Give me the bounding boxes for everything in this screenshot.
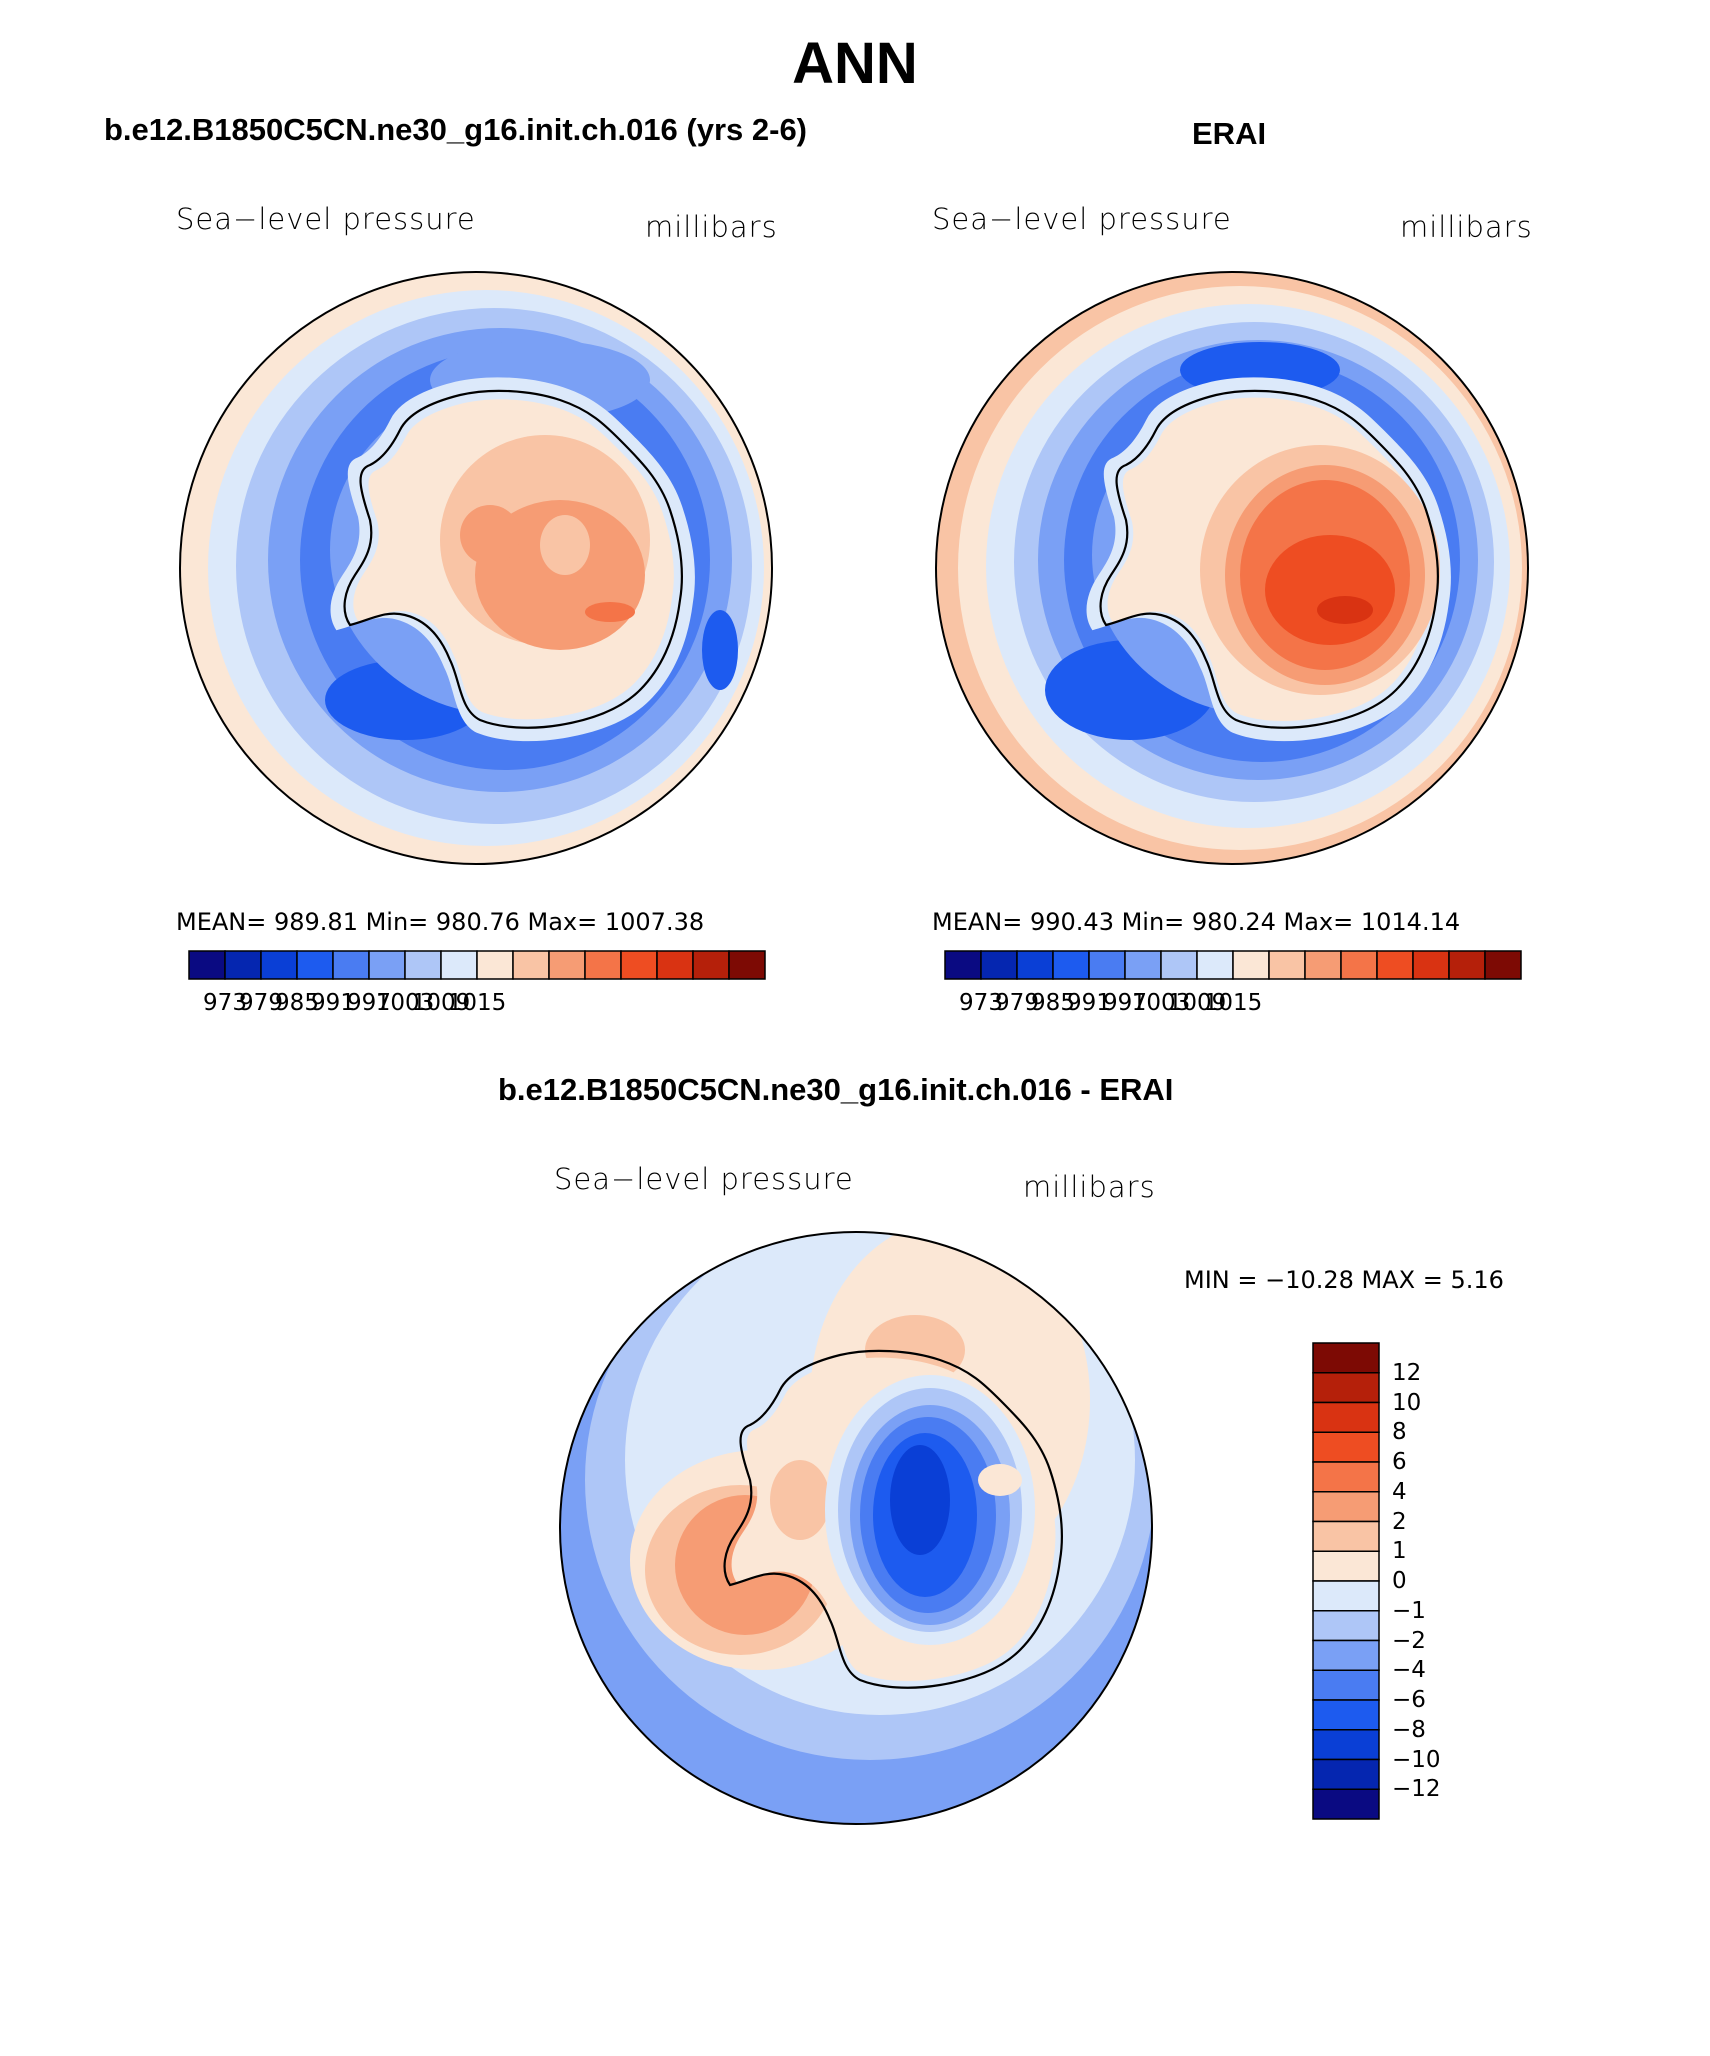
- panel-2-units-label: millibars: [1400, 210, 1533, 244]
- colorbar-swatch: [1232, 950, 1270, 980]
- colorbar-swatch: [980, 950, 1018, 980]
- colorbar-tick-label: −2: [1392, 1627, 1426, 1654]
- colorbar-swatch: [332, 950, 370, 980]
- colorbar-tick-label: 973: [203, 990, 247, 1016]
- colorbar-swatch: [1312, 1461, 1380, 1493]
- colorbar-swatch: [296, 950, 334, 980]
- colorbar-tick-label: 997: [347, 990, 391, 1016]
- panel-1-stats: MEAN= 989.81 Min= 980.76 Max= 1007.38: [176, 908, 705, 936]
- colorbar-swatch: [620, 950, 658, 980]
- colorbar-tick-label: 1009: [411, 990, 471, 1016]
- colorbar-swatch: [224, 950, 262, 980]
- colorbar-tick-label: 1003: [1131, 990, 1191, 1016]
- colorbar-tick-label: 991: [1067, 990, 1111, 1016]
- colorbar-tick-label: 979: [995, 990, 1039, 1016]
- colorbar-tick-label: −4: [1392, 1657, 1426, 1684]
- colorbar-1: [188, 950, 766, 980]
- colorbar-swatch: [1268, 950, 1306, 980]
- colorbar-tick-label: −6: [1392, 1687, 1426, 1713]
- colorbar-swatch: [1340, 950, 1378, 980]
- panel-3-variable-label: Sea−level pressure: [554, 1162, 854, 1196]
- colorbar-swatch: [584, 950, 622, 980]
- colorbar-swatch: [1412, 950, 1450, 980]
- colorbar-tick-label: 1015: [447, 990, 507, 1016]
- colorbar-tick-label: 8: [1392, 1419, 1407, 1446]
- colorbar-swatch: [1484, 950, 1522, 980]
- panel-1-title: b.e12.B1850C5CN.ne30_g16.init.ch.016 (yr…: [104, 112, 808, 147]
- colorbar-swatch: [1312, 1401, 1380, 1433]
- panel-1-variable-label: Sea−level pressure: [176, 202, 476, 236]
- colorbar-swatch: [440, 950, 478, 980]
- colorbar-tick-label: −1: [1392, 1597, 1426, 1624]
- panel-2-variable-label: Sea−level pressure: [932, 202, 1232, 236]
- colorbar-tick-label: 2: [1392, 1508, 1407, 1535]
- colorbar-tick-label: 985: [275, 990, 319, 1016]
- panel-3-stats: MIN = −10.28 MAX = 5.16: [1184, 1266, 1504, 1294]
- colorbar-swatch: [1304, 950, 1342, 980]
- colorbar-swatch: [656, 950, 694, 980]
- colorbar-tick-label: −12: [1392, 1776, 1441, 1803]
- colorbar-swatch: [404, 950, 442, 980]
- page-title: ANN: [792, 31, 918, 96]
- colorbar-tick-label: 0: [1392, 1568, 1407, 1594]
- colorbar-tick-label: 4: [1392, 1478, 1407, 1505]
- map-2-field: [936, 272, 1528, 864]
- colorbar-tick-label: 12: [1392, 1359, 1422, 1386]
- panel-3-units-label: millibars: [1023, 1170, 1156, 1204]
- colorbar-swatch: [1312, 1639, 1380, 1671]
- panel-3-title: b.e12.B1850C5CN.ne30_g16.init.ch.016 - E…: [498, 1072, 1174, 1107]
- colorbar-swatch: [1088, 950, 1126, 980]
- colorbar-tick-label: 6: [1392, 1449, 1407, 1475]
- colorbar-tick-label: 991: [311, 990, 355, 1016]
- colorbar-swatch: [1312, 1729, 1380, 1761]
- map-3-field: [560, 1232, 1152, 1824]
- colorbar-tick-label: 1003: [375, 990, 435, 1016]
- colorbar-swatch: [368, 950, 406, 980]
- panel-1-units-label: millibars: [645, 210, 778, 244]
- colorbar-swatch: [1312, 1372, 1380, 1404]
- colorbar-swatch: [1312, 1699, 1380, 1731]
- colorbar-swatch: [1196, 950, 1234, 980]
- colorbar-3: [1312, 1342, 1380, 1820]
- colorbar-tick-label: 973: [959, 990, 1003, 1016]
- colorbar-swatch: [944, 950, 982, 980]
- panel-2-title: ERAI: [1192, 116, 1267, 151]
- colorbar-tick-label: 10: [1392, 1389, 1422, 1416]
- colorbar-swatch: [1160, 950, 1198, 980]
- colorbar-swatch: [1376, 950, 1414, 980]
- colorbar-swatch: [512, 950, 550, 980]
- colorbar-swatch: [548, 950, 586, 980]
- colorbar-swatch: [1312, 1431, 1380, 1463]
- colorbar-swatch: [1312, 1550, 1380, 1582]
- colorbar-swatch: [1448, 950, 1486, 980]
- colorbar-tick-label: 985: [1031, 990, 1075, 1016]
- colorbar-tick-label: −10: [1392, 1746, 1441, 1773]
- colorbar-swatch: [1312, 1610, 1380, 1642]
- colorbar-swatch: [1016, 950, 1054, 980]
- colorbar-swatch: [1312, 1758, 1380, 1790]
- colorbar-swatch: [1124, 950, 1162, 980]
- colorbar-swatch: [476, 950, 514, 980]
- colorbar-swatch: [692, 950, 730, 980]
- colorbar-tick-label: 1009: [1167, 990, 1227, 1016]
- colorbar-swatch: [1312, 1580, 1380, 1612]
- colorbar-swatch: [1312, 1491, 1380, 1523]
- colorbar-swatch: [260, 950, 298, 980]
- panel-2-stats: MEAN= 990.43 Min= 980.24 Max= 1014.14: [932, 908, 1461, 936]
- colorbar-swatch: [188, 950, 226, 980]
- colorbar-swatch: [1312, 1669, 1380, 1701]
- colorbar-tick-label: 1: [1392, 1538, 1407, 1565]
- colorbar-tick-label: 979: [239, 990, 283, 1016]
- map-1-field: [180, 272, 772, 864]
- colorbar-swatch: [1052, 950, 1090, 980]
- colorbar-2: [944, 950, 1522, 980]
- colorbar-swatch: [1312, 1788, 1380, 1820]
- colorbar-tick-label: 1015: [1203, 990, 1263, 1016]
- colorbar-tick-label: −8: [1392, 1716, 1426, 1743]
- colorbar-swatch: [728, 950, 766, 980]
- colorbar-tick-label: 997: [1103, 990, 1147, 1016]
- colorbar-swatch: [1312, 1520, 1380, 1552]
- colorbar-swatch: [1312, 1342, 1380, 1374]
